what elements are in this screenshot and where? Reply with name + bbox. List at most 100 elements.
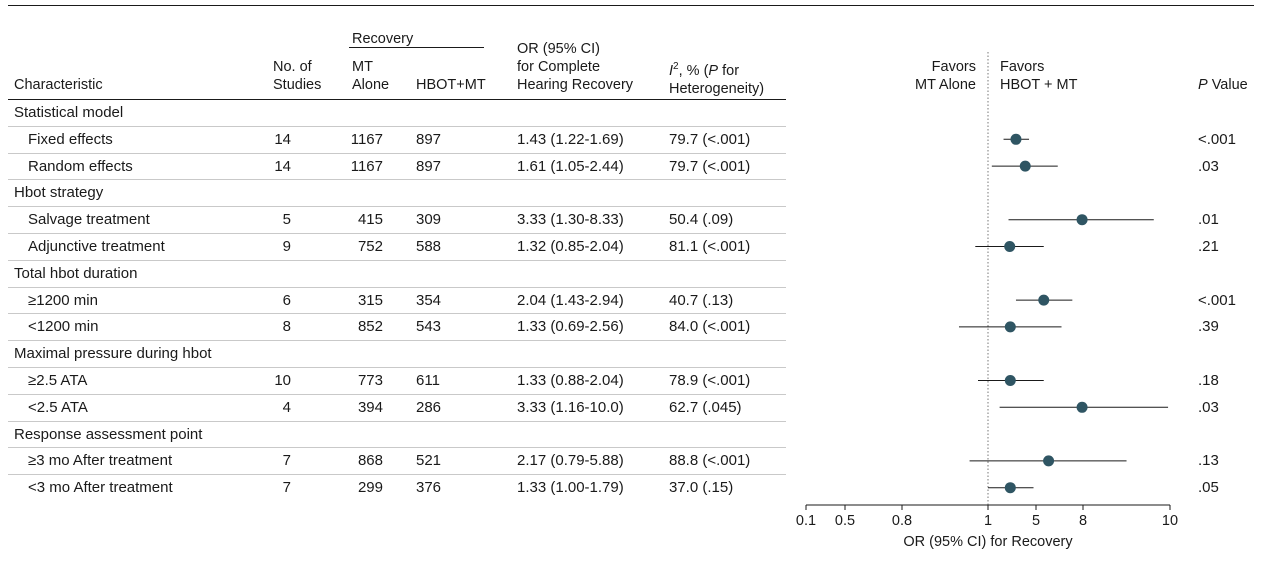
cell-i2: 62.7 (.045) bbox=[669, 399, 742, 416]
group-label: Hbot strategy bbox=[14, 184, 104, 201]
row-label: <2.5 ATA bbox=[28, 399, 88, 416]
x-tick-label: 0.1 bbox=[796, 513, 816, 529]
row-rule bbox=[8, 233, 786, 234]
or-point bbox=[1004, 321, 1016, 333]
cell-p: <.001 bbox=[1198, 131, 1236, 148]
row-rule bbox=[8, 153, 786, 154]
group-label: Maximal pressure during hbot bbox=[14, 345, 212, 362]
cell-p: .13 bbox=[1198, 452, 1219, 469]
header-i2-line1: I2, % (P for bbox=[669, 61, 740, 79]
x-axis-title: OR (95% CI) for Recovery bbox=[903, 534, 1073, 550]
header-studies: No. of Studies bbox=[273, 59, 321, 93]
cell-i2: 79.7 (<.001) bbox=[669, 158, 751, 175]
cell-i2: 81.1 (<.001) bbox=[669, 238, 751, 255]
cell-p: .03 bbox=[1198, 158, 1219, 175]
cell-or-text: 1.33 (0.88-2.04) bbox=[517, 372, 624, 389]
cell-hbot: 376 bbox=[416, 479, 442, 496]
row-label: <3 mo After treatment bbox=[28, 479, 173, 496]
header-mt-line1: MT bbox=[352, 59, 373, 75]
cell-studies: 10 bbox=[274, 372, 291, 389]
cell-mt: 752 bbox=[357, 238, 383, 255]
or-point bbox=[1076, 401, 1088, 413]
cell-hbot: 309 bbox=[416, 211, 442, 228]
header-hbot-mt: HBOT+MT bbox=[416, 77, 486, 93]
header-recovery: Recovery bbox=[352, 31, 414, 47]
row-label: Fixed effects bbox=[28, 131, 113, 148]
cell-mt: 415 bbox=[357, 211, 383, 228]
header-i2-sup: 2 bbox=[673, 61, 679, 72]
row-rule bbox=[8, 287, 786, 288]
cell-hbot: 611 bbox=[416, 372, 440, 389]
cell-hbot: 543 bbox=[416, 318, 442, 335]
cell-or-text: 2.04 (1.43-2.94) bbox=[517, 292, 624, 309]
cell-hbot: 897 bbox=[416, 131, 442, 148]
favors-left-line1: Favors bbox=[931, 59, 976, 75]
x-tick-label: 0.8 bbox=[892, 513, 912, 529]
or-point bbox=[1010, 133, 1022, 145]
header-pvalue-p: P bbox=[1198, 77, 1208, 93]
or-point bbox=[1019, 160, 1031, 172]
header-or: OR (95% CI) for Complete Hearing Recover… bbox=[517, 41, 633, 93]
cell-mt: 773 bbox=[357, 372, 383, 389]
row-label: Adjunctive treatment bbox=[28, 238, 165, 255]
group-label: Statistical model bbox=[14, 104, 124, 121]
cell-studies: 7 bbox=[282, 452, 291, 469]
or-point bbox=[1038, 294, 1050, 306]
cell-i2: 88.8 (<.001) bbox=[669, 452, 751, 469]
cell-mt: 852 bbox=[357, 318, 383, 335]
cell-studies: 4 bbox=[282, 399, 291, 416]
cell-i2: 84.0 (<.001) bbox=[669, 318, 751, 335]
recovery-rule bbox=[349, 47, 484, 48]
header-pvalue: P Value bbox=[1198, 77, 1248, 93]
cell-p: .18 bbox=[1198, 372, 1219, 389]
row-label: ≥2.5 ATA bbox=[28, 372, 88, 389]
header-i2-tail: , % ( bbox=[678, 62, 709, 79]
group-label: Response assessment point bbox=[14, 426, 203, 443]
cell-or-text: 3.33 (1.16-10.0) bbox=[517, 399, 624, 416]
cell-i2: 78.9 (<.001) bbox=[669, 372, 751, 389]
header-or-line1: OR (95% CI) bbox=[517, 41, 600, 57]
or-point bbox=[1004, 482, 1016, 494]
row-rule bbox=[8, 206, 786, 207]
x-tick-label: 0.5 bbox=[835, 513, 855, 529]
cell-studies: 8 bbox=[282, 318, 291, 335]
cell-mt: 394 bbox=[357, 399, 383, 416]
cell-p: .21 bbox=[1198, 238, 1219, 255]
or-point bbox=[1076, 214, 1088, 226]
cell-studies: 14 bbox=[274, 131, 291, 148]
cell-mt: 299 bbox=[357, 479, 383, 496]
cell-mt: 868 bbox=[357, 452, 383, 469]
header-mt-line2: Alone bbox=[352, 77, 390, 93]
row-label: ≥1200 min bbox=[28, 292, 98, 309]
cell-i2: 50.4 (.09) bbox=[669, 211, 734, 228]
cell-mt: 1167 bbox=[350, 158, 383, 175]
cell-or-text: 2.17 (0.79-5.88) bbox=[517, 452, 624, 469]
cell-p: .03 bbox=[1198, 399, 1219, 416]
header-mt-alone: MT Alone bbox=[352, 59, 389, 93]
top-rule bbox=[8, 5, 1254, 6]
header-studies-line1: No. of bbox=[273, 59, 312, 75]
header-or-line2: for Complete bbox=[517, 59, 601, 75]
cell-hbot: 588 bbox=[416, 238, 442, 255]
cell-or-text: 1.61 (1.05-2.44) bbox=[517, 158, 624, 175]
x-tick-label: 5 bbox=[1032, 513, 1040, 529]
header-studies-line2: Studies bbox=[273, 77, 322, 93]
row-rule bbox=[8, 313, 786, 314]
cell-p: .01 bbox=[1198, 211, 1219, 228]
favors-right-line2: HBOT + MT bbox=[1000, 77, 1078, 93]
cell-studies: 9 bbox=[282, 238, 291, 255]
header-favors-left: Favors MT Alone bbox=[876, 59, 976, 93]
or-point bbox=[1004, 375, 1016, 386]
header-characteristic: Characteristic bbox=[14, 77, 103, 93]
header-rule bbox=[8, 99, 786, 100]
favors-left-line2: MT Alone bbox=[915, 77, 976, 93]
cell-or-text: 1.33 (0.69-2.56) bbox=[517, 318, 624, 335]
x-tick-label: 8 bbox=[1079, 513, 1087, 529]
header-i2: I2, % (P for Heterogeneity) bbox=[669, 59, 764, 97]
row-label: ≥3 mo After treatment bbox=[28, 452, 173, 469]
cell-mt: 1167 bbox=[350, 131, 383, 148]
cell-i2: 40.7 (.13) bbox=[669, 292, 734, 309]
cell-i2: 79.7 (<.001) bbox=[669, 131, 751, 148]
or-point bbox=[1043, 455, 1055, 467]
cell-studies: 7 bbox=[282, 479, 291, 496]
